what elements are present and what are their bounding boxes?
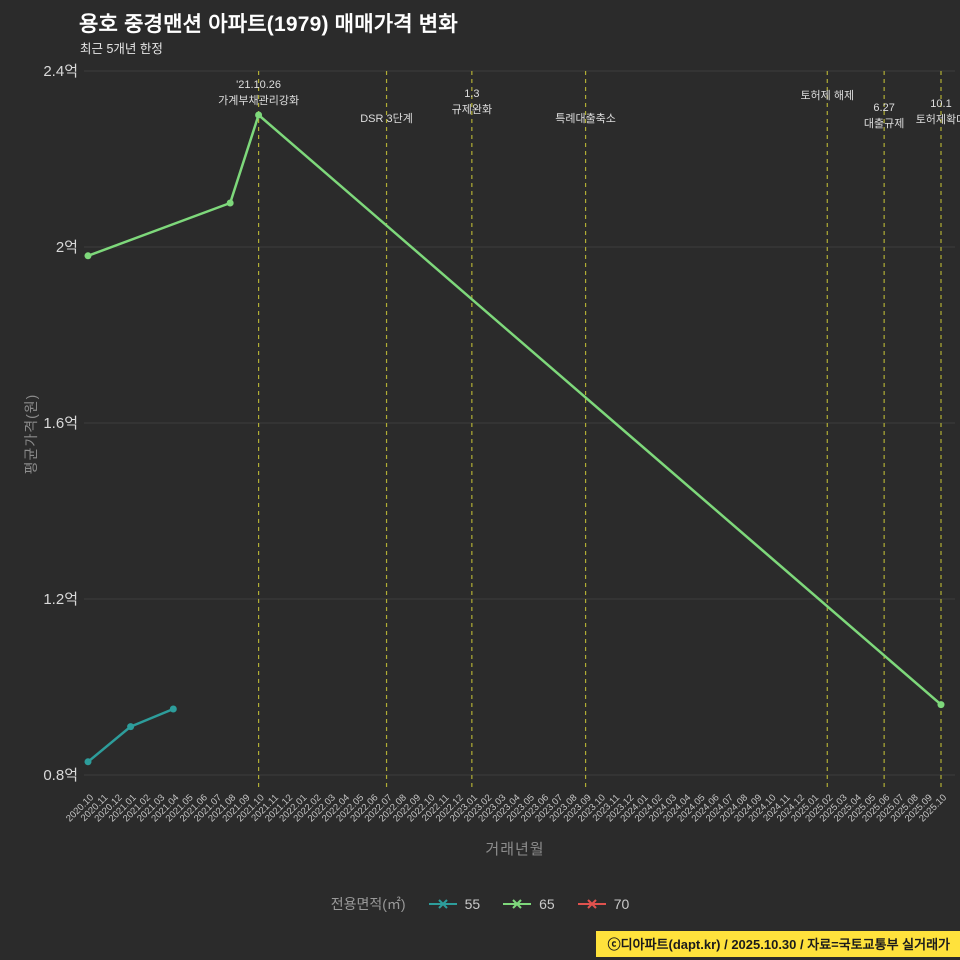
chart-subtitle: 최근 5개년 한정: [80, 42, 163, 56]
legend-label: 55: [464, 896, 481, 912]
legend: 전용면적(㎡) 55 65 70: [0, 894, 960, 914]
event-label: 가계부채관리강화: [218, 94, 299, 107]
y-tick-label: 2억: [56, 239, 78, 256]
data-point[interactable]: [937, 701, 945, 709]
line-x-marker-icon: [577, 899, 606, 909]
legend-title: 전용면적(㎡): [330, 896, 406, 912]
event-label: 규제완화: [452, 103, 492, 116]
y-tick-label: 0.8억: [43, 767, 78, 784]
event-label: 토허제확대: [916, 113, 960, 126]
legend-item-55[interactable]: 55: [428, 896, 481, 912]
event-label: 10.1: [930, 98, 951, 110]
footer-credit: ⓒ디아파트(dapt.kr) / 2025.10.30 / 자료=국토교통부 실…: [595, 931, 960, 957]
data-point[interactable]: [226, 199, 234, 207]
event-label: '21.10.26: [236, 79, 281, 91]
legend-item-65[interactable]: 65: [502, 896, 555, 912]
event-label: 6.27: [873, 102, 894, 114]
y-tick-label: 2.4억: [43, 63, 78, 80]
legend-label: 70: [613, 896, 630, 912]
series-line-65: [87, 113, 942, 706]
event-label: DSR 3단계: [360, 112, 413, 125]
y-axis-title: 평균가격(원): [23, 393, 39, 475]
chart-svg: 0.8억 1.2억 1.6억 2억 2.4억 '21.10.26 가계부채관리강화 DSR 3…: [43, 63, 960, 824]
data-point[interactable]: [127, 723, 135, 731]
data-point[interactable]: [84, 758, 92, 766]
event-label: 토허제 해제: [800, 88, 854, 102]
line-x-marker-icon: [503, 899, 532, 909]
data-point[interactable]: [169, 705, 177, 713]
line-x-marker-icon: [428, 899, 457, 909]
x-axis-title: 거래년월: [485, 841, 545, 858]
event-label: 대출규제: [864, 117, 904, 130]
page-title: 용호 중경맨션 아파트(1979) 매매가격 변화: [79, 13, 458, 36]
event-label: 특례대출축소: [555, 112, 616, 125]
data-point[interactable]: [84, 252, 92, 260]
legend-item-70[interactable]: 70: [577, 896, 630, 912]
y-tick-label: 1.2억: [43, 591, 78, 608]
y-tick-label: 1.6억: [43, 415, 78, 432]
legend-label: 65: [539, 896, 555, 912]
series-line-55: [87, 707, 174, 763]
data-point[interactable]: [255, 111, 263, 119]
event-label: 1.3: [464, 88, 479, 100]
